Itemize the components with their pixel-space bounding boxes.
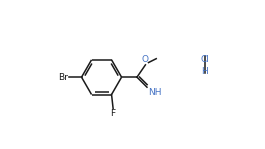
Text: O: O (142, 55, 149, 65)
Text: H: H (201, 66, 208, 76)
Text: Br: Br (59, 73, 68, 82)
Text: Cl: Cl (200, 55, 209, 64)
Text: NH: NH (148, 88, 161, 97)
Text: F: F (111, 109, 116, 118)
